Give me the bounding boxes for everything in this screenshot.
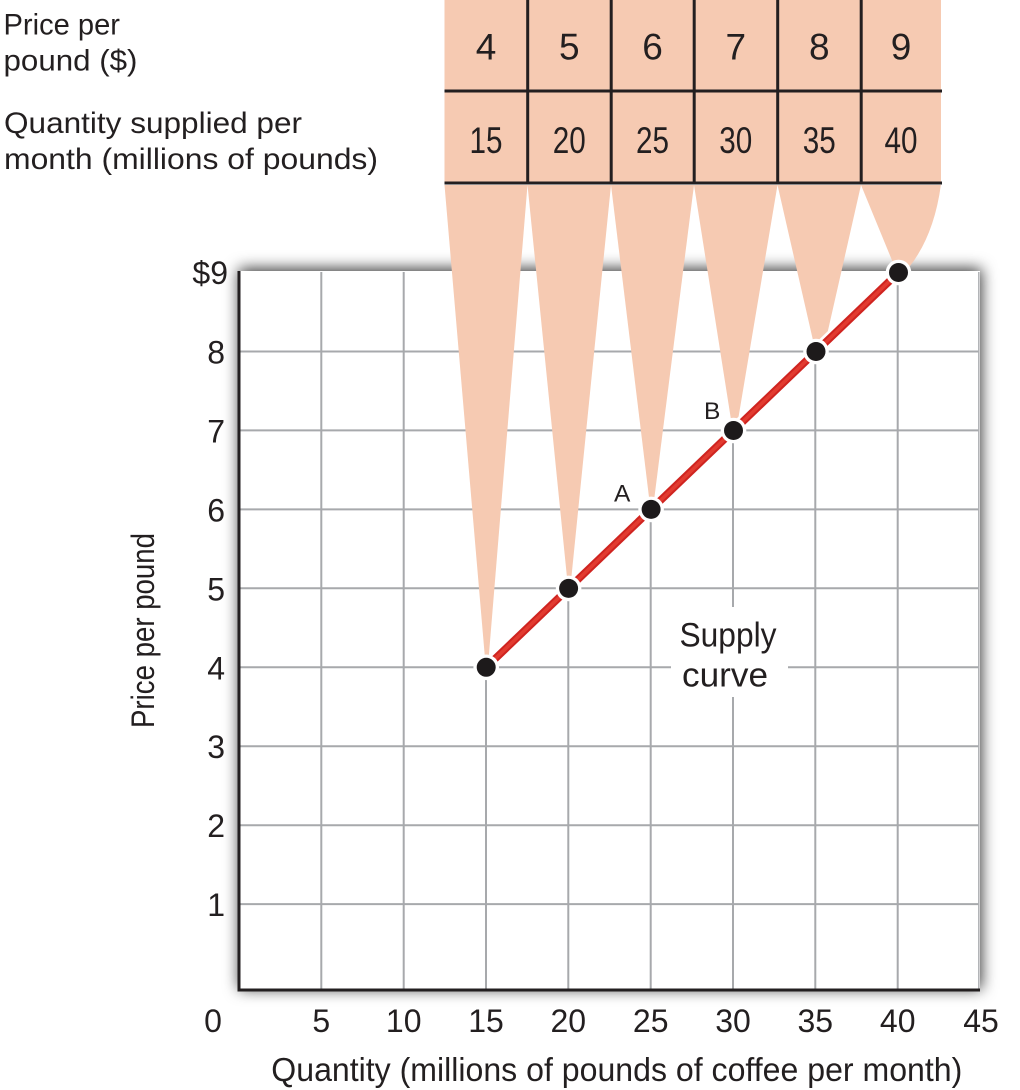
svg-text:25: 25: [633, 1003, 669, 1039]
svg-text:30: 30: [719, 120, 752, 161]
svg-text:15: 15: [470, 120, 503, 161]
svg-text:Quantity (millions of pounds o: Quantity (millions of pounds of coffee p…: [271, 1052, 962, 1089]
svg-text:B: B: [704, 398, 720, 425]
svg-text:3: 3: [207, 729, 225, 765]
svg-text:20: 20: [551, 1003, 587, 1039]
svg-text:35: 35: [803, 120, 836, 161]
svg-text:Price per pound: Price per pound: [125, 533, 161, 728]
svg-text:25: 25: [636, 120, 669, 161]
svg-text:40: 40: [880, 1003, 916, 1039]
svg-text:30: 30: [715, 1003, 751, 1039]
svg-text:6: 6: [642, 27, 663, 68]
svg-text:Quantity supplied per: Quantity supplied per: [4, 107, 302, 140]
svg-text:9: 9: [891, 27, 912, 68]
svg-text:15: 15: [468, 1003, 504, 1039]
svg-text:40: 40: [885, 120, 918, 161]
svg-text:curve: curve: [682, 657, 768, 695]
svg-text:A: A: [614, 481, 631, 508]
svg-text:5: 5: [207, 571, 225, 607]
svg-text:35: 35: [798, 1003, 834, 1039]
svg-text:2: 2: [207, 808, 225, 844]
svg-text:$9: $9: [192, 255, 228, 291]
svg-text:5: 5: [559, 27, 580, 68]
svg-text:Price per: Price per: [4, 9, 121, 42]
svg-text:month (millions of pounds): month (millions of pounds): [4, 143, 378, 176]
svg-text:1: 1: [207, 887, 225, 923]
svg-text:Supply: Supply: [680, 617, 777, 655]
svg-text:20: 20: [553, 120, 586, 161]
svg-text:45: 45: [963, 1003, 999, 1039]
svg-text:7: 7: [207, 413, 225, 449]
svg-text:10: 10: [386, 1003, 422, 1039]
svg-text:pound ($): pound ($): [4, 45, 138, 78]
svg-text:7: 7: [726, 27, 747, 68]
svg-text:4: 4: [476, 27, 497, 68]
svg-text:6: 6: [207, 492, 225, 528]
svg-text:0: 0: [204, 1003, 222, 1039]
svg-text:8: 8: [207, 335, 225, 371]
svg-text:4: 4: [207, 650, 225, 686]
svg-text:5: 5: [312, 1003, 330, 1039]
svg-text:8: 8: [809, 27, 830, 68]
